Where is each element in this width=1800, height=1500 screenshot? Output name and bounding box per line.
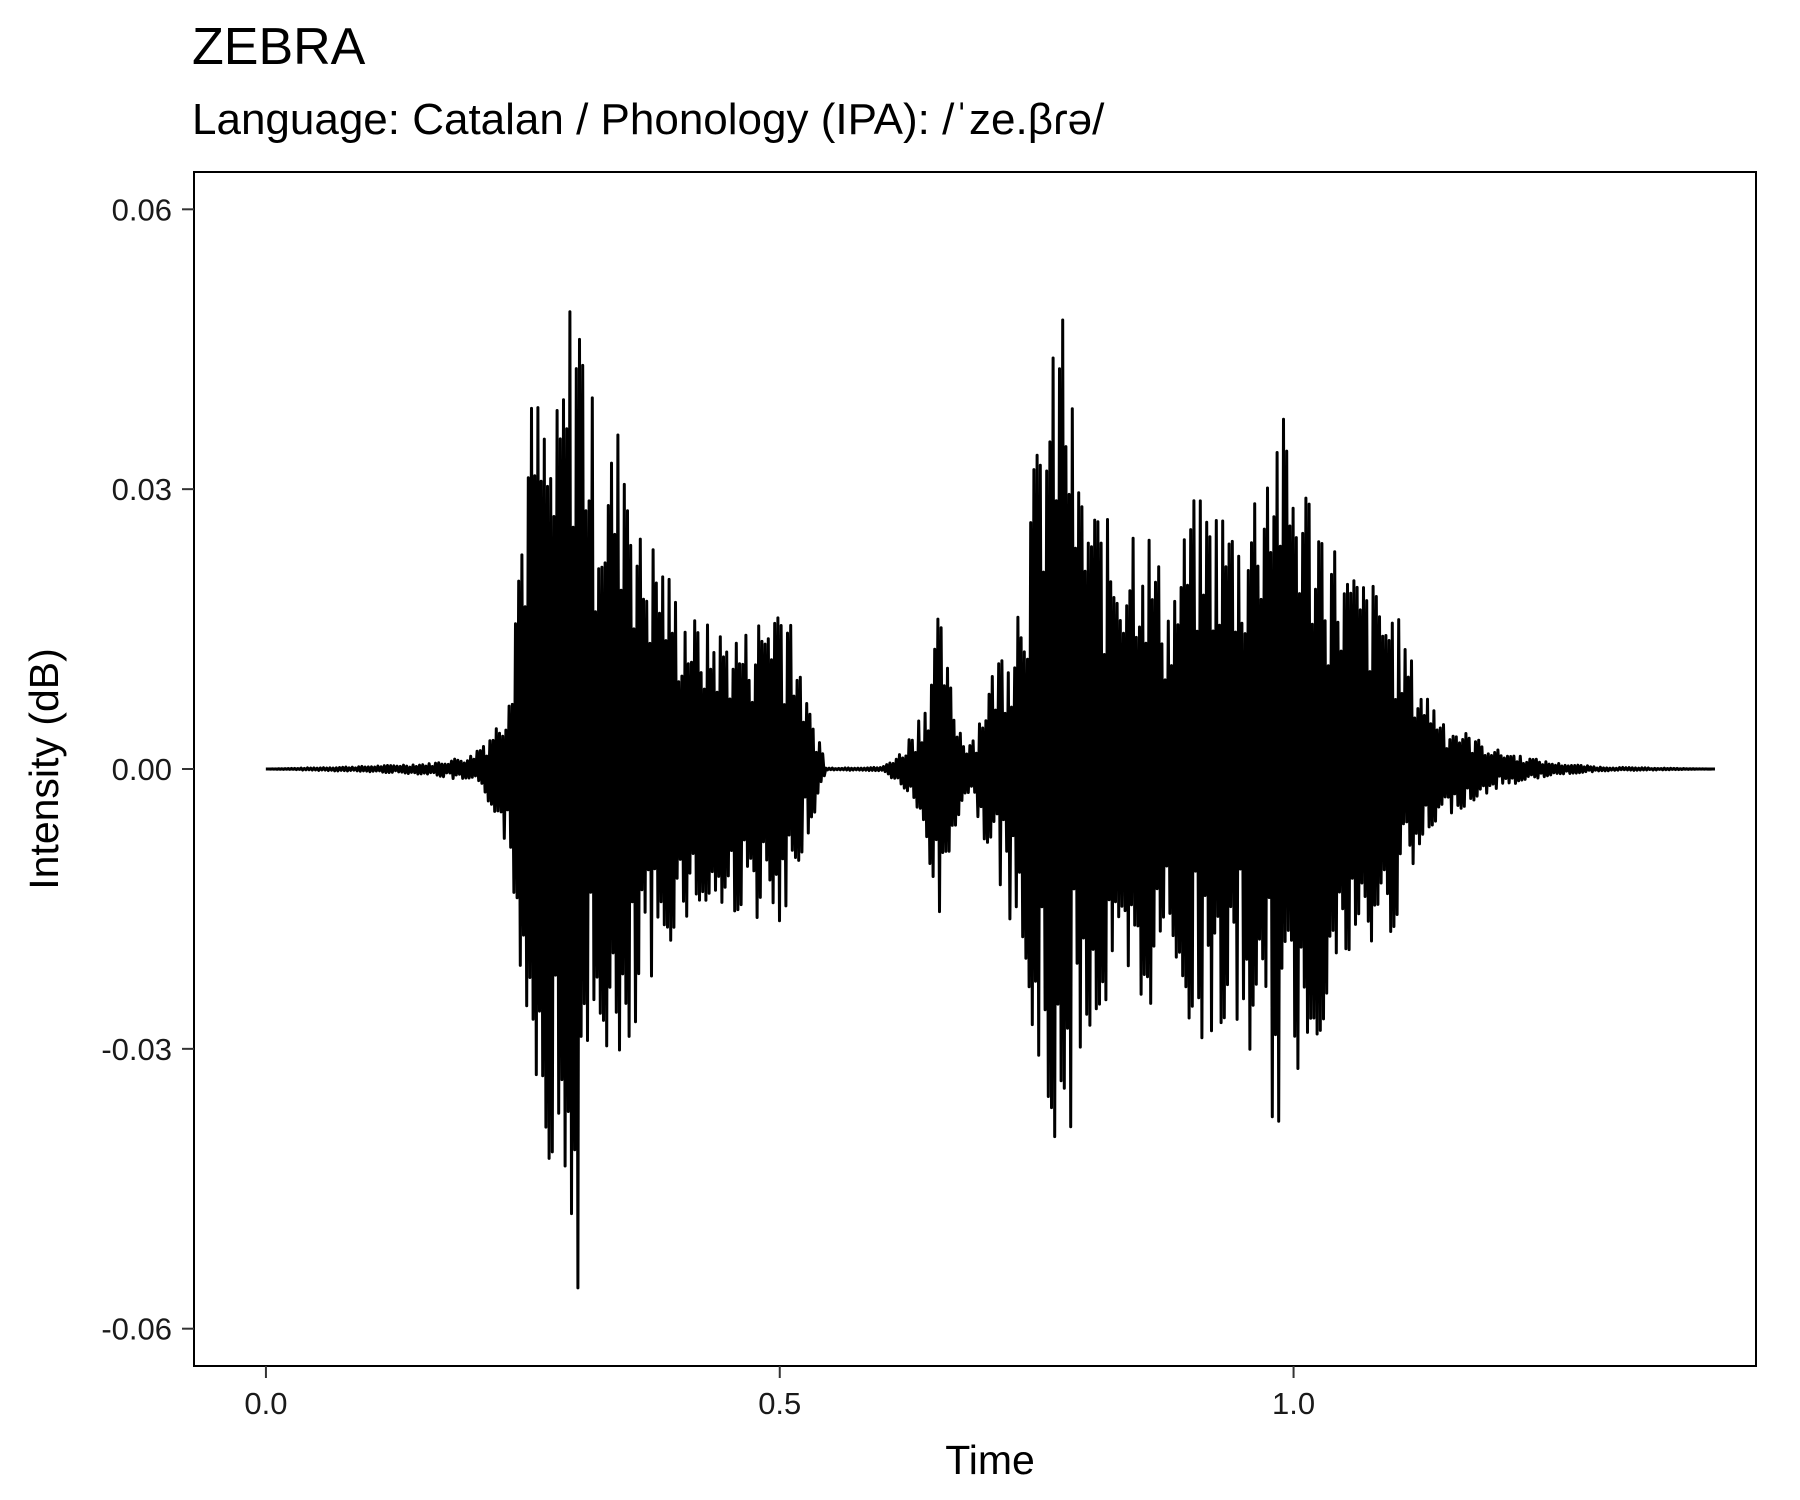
y-axis: 0.06 0.03 0.00 -0.03 -0.06 (101, 192, 194, 1347)
y-tick-label: -0.03 (101, 1032, 172, 1067)
chart-subtitle: Language: Catalan / Phonology (IPA): /ˈz… (192, 95, 1105, 144)
waveform-series (265, 310, 1716, 1290)
y-tick-label: -0.06 (101, 1312, 172, 1347)
y-tick-label: 0.03 (112, 472, 172, 507)
x-tick-label: 1.0 (1272, 1386, 1315, 1421)
waveform-line (265, 310, 1716, 1290)
y-tick-label: 0.00 (112, 752, 172, 787)
y-tick-label: 0.06 (112, 192, 172, 227)
y-axis-title: Intensity (dB) (21, 648, 67, 890)
x-tick-label: 0.5 (758, 1386, 801, 1421)
x-tick-label: 0.0 (244, 1386, 287, 1421)
chart-title: ZEBRA (192, 18, 366, 76)
x-axis-title: Time (945, 1437, 1035, 1483)
x-axis: 0.0 0.5 1.0 (244, 1366, 1315, 1421)
